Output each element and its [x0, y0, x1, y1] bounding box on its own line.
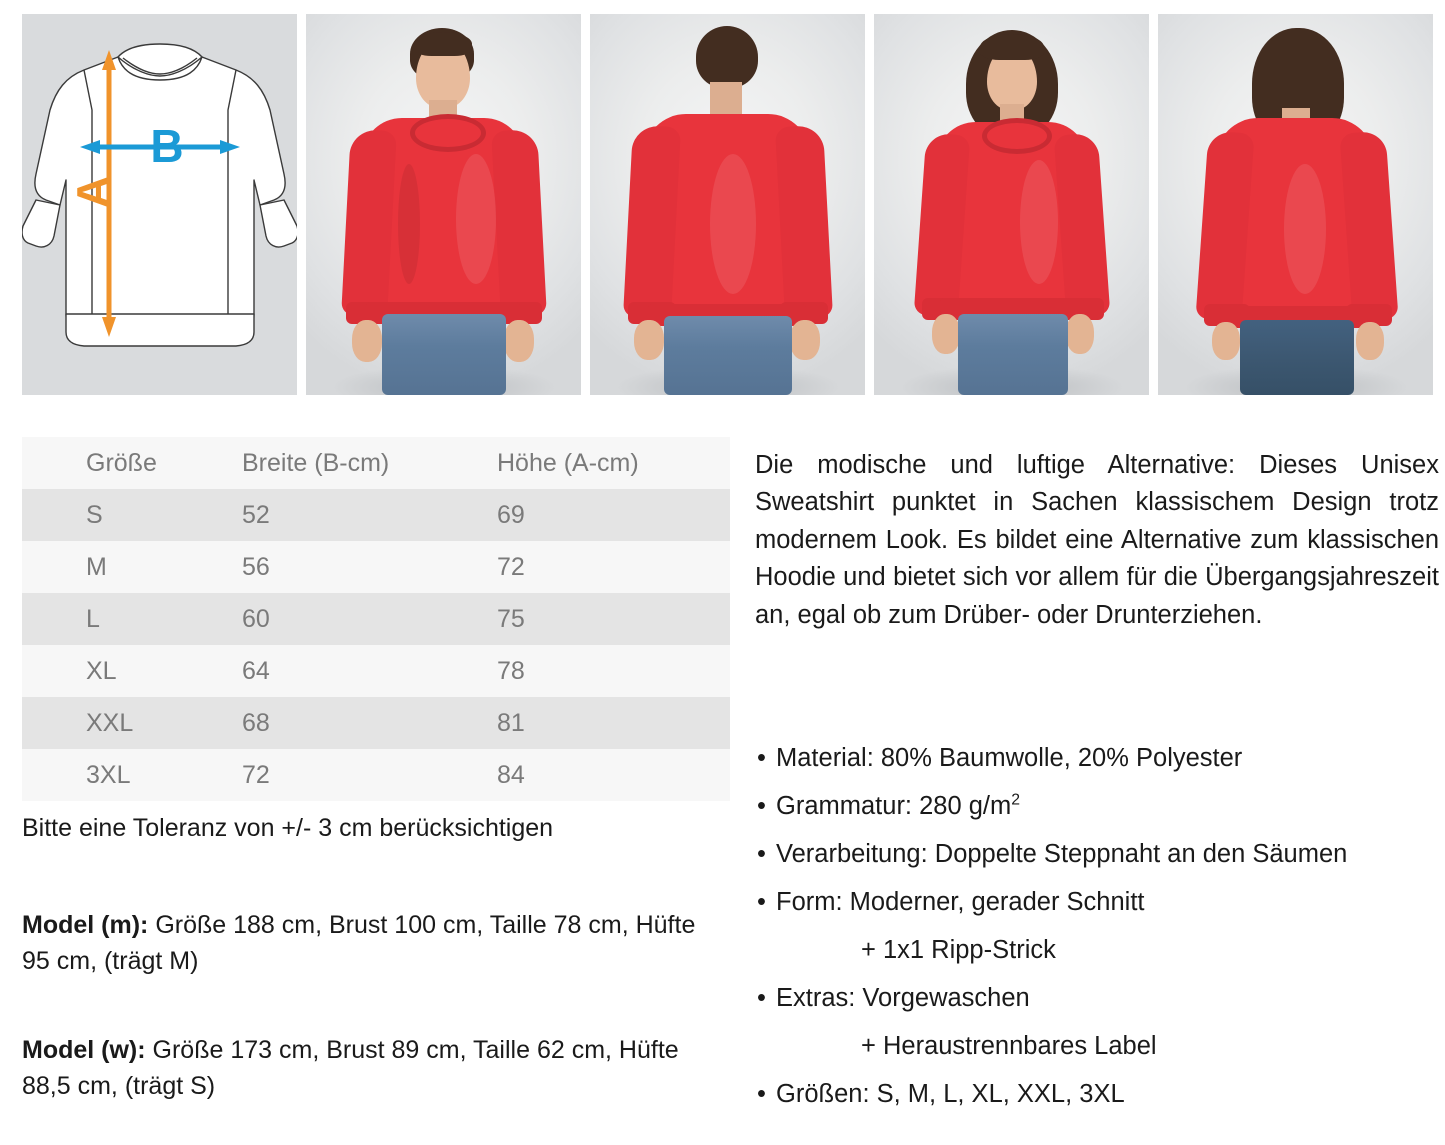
model-hand-right	[790, 320, 820, 360]
feature-construction: Verarbeitung: Doppelte Steppnaht an den …	[776, 840, 1348, 868]
garment-highlight	[710, 154, 756, 294]
width-measure-arrow-b	[80, 140, 240, 154]
model-jeans	[664, 316, 792, 395]
model-hair-back	[696, 26, 758, 88]
model-female-measurements: Model (w): Größe 173 cm, Brust 89 cm, Ta…	[22, 1033, 722, 1104]
product-image-strip: A B	[22, 14, 1433, 395]
model-male-text: Größe 188 cm, Brust 100 cm, Taille 78 cm…	[22, 911, 696, 975]
cell-width: 60	[242, 605, 270, 633]
bullet-icon: •	[757, 840, 766, 868]
feature-weight-text: Grammatur: 280 g/m	[776, 792, 1012, 820]
size-chart-table: Größe Breite (B-cm) Höhe (A-cm) S 52 69 …	[22, 437, 730, 801]
model-hand-right	[504, 320, 534, 362]
product-description: Die modische und luftige Alternative: Di…	[755, 451, 1439, 629]
cell-height: 81	[497, 709, 525, 737]
cell-size: S	[86, 501, 103, 529]
garment-sleeve-right	[491, 128, 547, 318]
model-hand-left	[352, 320, 382, 362]
list-item: • Größen: S, M, L, XL, XXL, 3XL	[757, 1076, 1445, 1112]
bullet-icon: •	[757, 1080, 766, 1108]
cell-size: 3XL	[86, 761, 131, 789]
panel-model-male-back	[590, 14, 865, 395]
table-row: 3XL 72 84	[22, 749, 730, 801]
garment-highlight	[1020, 160, 1058, 284]
list-item: • Material: 80% Baumwolle, 20% Polyester	[757, 740, 1445, 776]
cell-size: M	[86, 553, 107, 581]
cell-width: 68	[242, 709, 270, 737]
list-item: • Verarbeitung: Doppelte Steppnaht an de…	[757, 836, 1445, 872]
feature-extras-detail: + Heraustrennbares Label	[861, 1032, 1157, 1060]
label-b: B	[150, 120, 183, 172]
bullet-icon: •	[757, 792, 766, 820]
column-header-width: Breite (B-cm)	[242, 449, 390, 477]
model-male-measurements: Model (m): Größe 188 cm, Brust 100 cm, T…	[22, 908, 722, 979]
model-hair-fringe	[980, 34, 1044, 60]
garment-sleeve-left	[623, 124, 681, 320]
cell-height: 78	[497, 657, 525, 685]
cell-width: 64	[242, 657, 270, 685]
garment-highlight	[456, 154, 496, 284]
garment-sleeve-left	[341, 128, 397, 318]
garment-sleeve-right	[775, 124, 833, 320]
height-measure-arrow-a	[102, 50, 116, 337]
garment-crease	[398, 164, 420, 284]
list-item: • Form: Moderner, gerader Schnitt	[757, 884, 1445, 920]
cell-height: 69	[497, 501, 525, 529]
column-header-size: Größe	[86, 449, 157, 477]
feature-weight-superscript: 2	[1011, 791, 1021, 809]
model-hand-right	[1356, 322, 1384, 360]
sweatshirt-technical-drawing: A B	[22, 14, 297, 395]
tolerance-note: Bitte eine Toleranz von +/- 3 cm berücks…	[22, 814, 554, 842]
label-a: A	[67, 175, 119, 208]
panel-model-female-front	[874, 14, 1149, 395]
cell-height: 75	[497, 605, 525, 633]
cell-size: XXL	[86, 709, 134, 737]
model-hand-left	[1212, 322, 1240, 360]
table-header-row: Größe Breite (B-cm) Höhe (A-cm)	[22, 437, 730, 489]
table-row: XL 64 78	[22, 645, 730, 697]
cell-width: 72	[242, 761, 270, 789]
panel-model-male-front	[306, 14, 581, 395]
model-jeans	[382, 314, 506, 395]
table-row: XXL 68 81	[22, 697, 730, 749]
model-male-label: Model (m):	[22, 911, 149, 939]
table-row: M 56 72	[22, 541, 730, 593]
bullet-icon: •	[757, 888, 766, 916]
model-hand-right	[1066, 314, 1094, 354]
bullet-icon: •	[757, 744, 766, 772]
garment-collar	[410, 114, 486, 152]
feature-sizes: Größen: S, M, L, XL, XXL, 3XL	[776, 1080, 1125, 1108]
cell-height: 84	[497, 761, 525, 789]
feature-weight: Grammatur: 280 g/m2	[776, 788, 1020, 824]
cell-width: 52	[242, 501, 270, 529]
model-hair-fringe	[414, 32, 472, 56]
cell-size: L	[86, 605, 100, 633]
model-hand-left	[932, 314, 960, 354]
model-female-label: Model (w):	[22, 1036, 146, 1064]
model-female-text: Größe 173 cm, Brust 89 cm, Taille 62 cm,…	[22, 1036, 679, 1100]
table-row: S 52 69	[22, 489, 730, 541]
column-header-height: Höhe (A-cm)	[497, 449, 639, 477]
cell-width: 56	[242, 553, 270, 581]
model-hand-left	[634, 320, 664, 360]
panel-model-female-back	[1158, 14, 1433, 395]
table-row: L 60 75	[22, 593, 730, 645]
feature-fit: Form: Moderner, gerader Schnitt	[776, 888, 1145, 916]
product-feature-list: • Material: 80% Baumwolle, 20% Polyester…	[757, 740, 1445, 1124]
feature-fit-detail: + 1x1 Ripp-Strick	[861, 936, 1056, 964]
list-item: • Grammatur: 280 g/m2	[757, 788, 1445, 824]
panel-technical-drawing: A B	[22, 14, 297, 395]
bullet-icon: •	[757, 984, 766, 1012]
feature-material: Material: 80% Baumwolle, 20% Polyester	[776, 744, 1243, 772]
list-item: • Extras: Vorgewaschen	[757, 980, 1445, 1016]
garment-collar	[982, 118, 1052, 154]
garment-highlight	[1284, 164, 1326, 294]
model-jeans	[1240, 320, 1354, 395]
model-jeans	[958, 314, 1068, 395]
cell-height: 72	[497, 553, 525, 581]
feature-extras: Extras: Vorgewaschen	[776, 984, 1030, 1012]
cell-size: XL	[86, 657, 117, 685]
